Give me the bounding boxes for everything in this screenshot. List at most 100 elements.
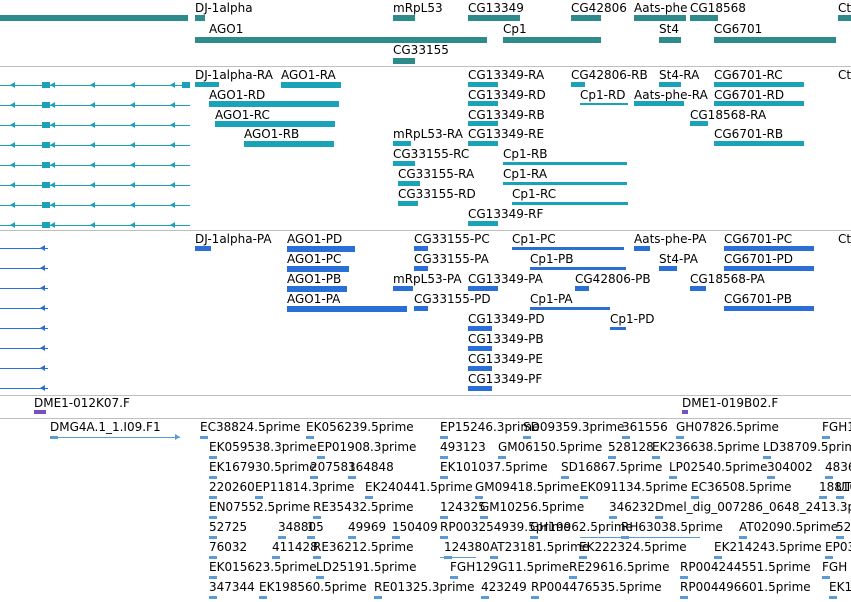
est-marker[interactable] <box>714 556 722 559</box>
exon-bar[interactable] <box>42 182 50 188</box>
feature-bar[interactable] <box>714 82 804 87</box>
feature-bar[interactable] <box>503 182 627 185</box>
est-marker[interactable] <box>676 436 684 439</box>
est-marker[interactable] <box>739 536 747 539</box>
est-marker[interactable] <box>680 596 688 599</box>
est-marker[interactable] <box>531 596 539 599</box>
feature-bar[interactable] <box>215 121 335 127</box>
est-marker[interactable] <box>209 476 217 479</box>
feature-bar[interactable] <box>468 101 498 106</box>
est-marker[interactable] <box>836 536 844 539</box>
feature-bar[interactable] <box>468 221 498 226</box>
est-marker[interactable] <box>481 596 489 599</box>
est-marker[interactable] <box>440 516 448 519</box>
est-marker[interactable] <box>348 536 356 539</box>
est-marker[interactable] <box>622 436 630 439</box>
est-marker[interactable] <box>259 596 267 599</box>
feature-bar[interactable] <box>468 121 498 126</box>
feature-bar[interactable] <box>659 82 681 87</box>
feature-bar[interactable] <box>287 306 407 312</box>
feature-bar[interactable] <box>209 101 339 107</box>
est-marker[interactable] <box>272 556 280 559</box>
est-marker[interactable] <box>313 556 321 559</box>
est-marker[interactable] <box>348 476 356 479</box>
est-marker[interactable] <box>822 576 830 579</box>
feature-bar[interactable] <box>610 327 626 330</box>
exon-bar[interactable] <box>42 142 50 148</box>
feature-bar[interactable] <box>512 202 628 205</box>
est-marker[interactable] <box>767 476 775 479</box>
feature-bar[interactable] <box>195 246 211 251</box>
est-marker[interactable] <box>209 496 217 499</box>
feature-bar[interactable] <box>281 82 341 88</box>
feature-bar[interactable] <box>575 286 589 291</box>
gene-bar[interactable] <box>503 37 601 43</box>
feature-bar[interactable] <box>468 326 492 331</box>
est-marker[interactable] <box>306 436 314 439</box>
est-marker[interactable] <box>440 436 448 439</box>
est-marker[interactable] <box>278 536 286 539</box>
est-marker[interactable] <box>209 536 217 539</box>
est-marker[interactable] <box>374 596 382 599</box>
est-marker[interactable] <box>440 456 448 459</box>
est-marker[interactable] <box>200 436 208 439</box>
feature-bar[interactable] <box>468 386 492 391</box>
feature-bar[interactable] <box>398 201 418 206</box>
gene-bar[interactable] <box>195 15 205 21</box>
feature-bar[interactable] <box>530 267 626 270</box>
feature-bar[interactable] <box>244 141 334 147</box>
feature-bar[interactable] <box>724 306 814 311</box>
est-marker[interactable] <box>480 516 488 519</box>
feature-bar[interactable] <box>287 286 347 292</box>
exon-bar[interactable] <box>42 222 50 228</box>
est-marker[interactable] <box>310 476 318 479</box>
feature-bar[interactable] <box>414 306 428 311</box>
gene-bar[interactable] <box>714 37 836 43</box>
est-marker[interactable] <box>819 496 827 499</box>
feature-bar[interactable] <box>287 246 355 252</box>
est-marker[interactable] <box>365 496 373 499</box>
feature-bar[interactable] <box>398 181 420 186</box>
feature-bar[interactable] <box>393 141 411 146</box>
est-marker[interactable] <box>523 436 531 439</box>
est-marker[interactable] <box>569 576 577 579</box>
feature-bar[interactable] <box>714 141 804 146</box>
est-marker[interactable] <box>652 456 660 459</box>
gene-bar[interactable] <box>690 15 718 21</box>
est-marker[interactable] <box>836 496 844 499</box>
feature-bar[interactable] <box>512 247 624 250</box>
gene-bar[interactable] <box>571 15 601 21</box>
est-marker[interactable] <box>579 556 587 559</box>
est-marker[interactable] <box>475 496 483 499</box>
est-marker[interactable] <box>763 456 771 459</box>
exon-bar[interactable] <box>42 122 50 128</box>
gene-bar[interactable] <box>634 15 686 21</box>
feature-bar[interactable] <box>468 346 492 351</box>
est-marker[interactable] <box>825 556 833 559</box>
est-marker[interactable] <box>440 536 448 539</box>
clone-marker[interactable] <box>34 410 46 414</box>
est-marker[interactable] <box>209 596 217 599</box>
feature-bar[interactable] <box>393 286 413 291</box>
est-marker[interactable] <box>680 576 688 579</box>
feature-bar[interactable] <box>690 121 708 126</box>
est-marker[interactable] <box>655 516 663 519</box>
feature-bar[interactable] <box>690 286 706 291</box>
est-marker[interactable] <box>316 576 324 579</box>
est-marker[interactable] <box>307 536 315 539</box>
gene-bar[interactable] <box>838 15 851 21</box>
feature-bar[interactable] <box>634 246 650 251</box>
est-marker[interactable] <box>450 576 458 579</box>
feature-bar[interactable] <box>571 82 585 87</box>
feature-bar[interactable] <box>468 366 492 371</box>
feature-bar[interactable] <box>468 141 498 146</box>
feature-bar[interactable] <box>468 286 498 291</box>
est-marker[interactable] <box>317 456 325 459</box>
exon-bar[interactable] <box>182 82 190 88</box>
est-marker[interactable] <box>608 456 616 459</box>
feature-bar[interactable] <box>530 307 610 310</box>
est-marker[interactable] <box>829 596 837 599</box>
feature-bar[interactable] <box>414 246 428 251</box>
est-marker[interactable] <box>580 496 588 499</box>
